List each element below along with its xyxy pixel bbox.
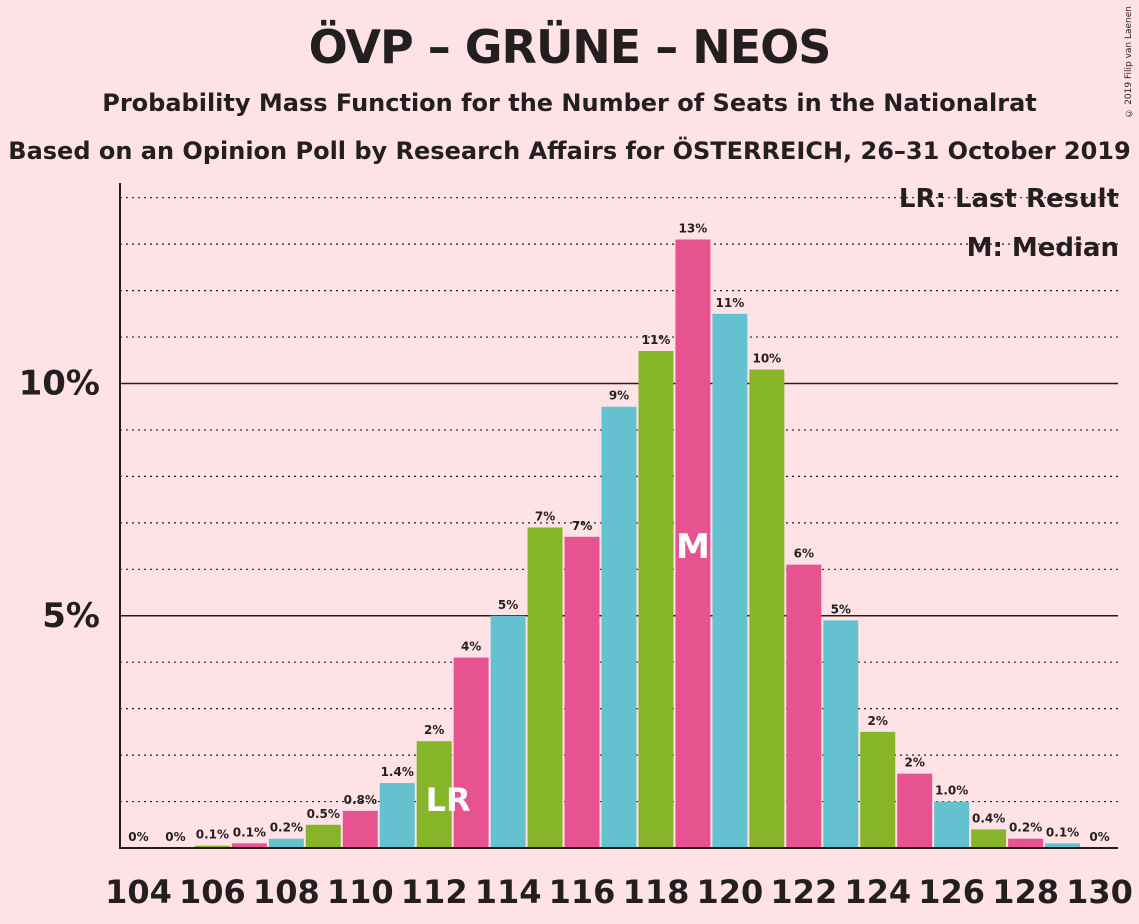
data-label-109: 0.5%	[307, 807, 340, 821]
bar-118	[638, 350, 674, 848]
bar-106	[194, 845, 230, 848]
data-label-122: 6%	[794, 547, 814, 561]
x-tick-label: 106	[179, 873, 246, 911]
data-label-107: 0.1%	[233, 825, 266, 839]
data-label-111: 1.4%	[381, 765, 414, 779]
chart-subtitle: Probability Mass Function for the Number…	[102, 89, 1037, 117]
bar-129	[1045, 843, 1081, 848]
data-label-128: 0.2%	[1009, 821, 1042, 835]
data-label-127: 0.4%	[972, 811, 1005, 825]
bar-110	[342, 810, 378, 848]
median-marker: M	[676, 527, 710, 567]
last-result-marker: LR	[426, 781, 471, 819]
data-label-104: 0%	[128, 830, 148, 844]
bar-115	[527, 527, 563, 848]
x-tick-label: 130	[1066, 873, 1133, 911]
bar-117	[601, 406, 637, 848]
data-label-124: 2%	[868, 714, 888, 728]
x-tick-label: 120	[696, 873, 763, 911]
x-tick-label: 110	[327, 873, 394, 911]
x-tick-label: 122	[770, 873, 837, 911]
bar-120	[712, 313, 748, 848]
data-label-110: 0.8%	[344, 793, 377, 807]
legend-last-result: LR: Last Result	[898, 184, 1119, 214]
data-label-118: 11%	[642, 333, 671, 347]
chart-source-line: Based on an Opinion Poll by Research Aff…	[8, 137, 1131, 165]
data-label-116: 7%	[572, 519, 592, 533]
chart-title: ÖVP – GRÜNE – NEOS	[308, 20, 832, 74]
data-label-121: 10%	[752, 352, 781, 366]
bar-124	[860, 731, 896, 848]
x-tick-label: 108	[253, 873, 320, 911]
y-tick-label: 5%	[42, 596, 100, 636]
data-label-125: 2%	[905, 756, 925, 770]
bar-108	[268, 838, 304, 848]
x-tick-label: 114	[475, 873, 542, 911]
data-label-129: 0.1%	[1046, 825, 1079, 839]
data-label-105: 0%	[165, 830, 185, 844]
data-label-113: 4%	[461, 640, 481, 654]
data-label-106: 0.1%	[196, 828, 229, 842]
data-label-112: 2%	[424, 723, 444, 737]
bar-119	[675, 239, 711, 848]
y-tick-label: 10%	[19, 364, 100, 404]
bar-123	[823, 620, 859, 848]
data-label-130: 0%	[1089, 830, 1109, 844]
data-label-115: 7%	[535, 509, 555, 523]
data-label-114: 5%	[498, 598, 518, 612]
bar-107	[231, 843, 267, 848]
bar-122	[786, 564, 822, 848]
bar-128	[1008, 838, 1044, 848]
bar-121	[749, 369, 785, 848]
x-tick-label: 126	[918, 873, 985, 911]
bar-113	[453, 657, 489, 848]
bar-126	[934, 801, 970, 848]
data-label-108: 0.2%	[270, 821, 303, 835]
x-tick-label: 124	[844, 873, 911, 911]
bar-112	[416, 741, 452, 848]
bar-111	[379, 782, 415, 848]
x-tick-label: 128	[992, 873, 1059, 911]
bar-114	[490, 615, 526, 848]
legend-median: M: Median	[966, 233, 1119, 263]
data-label-117: 9%	[609, 389, 629, 403]
data-label-126: 1.0%	[935, 784, 968, 798]
bar-127	[971, 829, 1007, 848]
data-label-123: 5%	[831, 602, 851, 616]
x-tick-label: 116	[549, 873, 616, 911]
bar-125	[897, 773, 933, 848]
data-label-120: 11%	[716, 296, 745, 310]
bar-116	[564, 536, 600, 848]
x-tick-label: 112	[401, 873, 468, 911]
x-tick-label: 118	[623, 873, 690, 911]
x-tick-label: 104	[105, 873, 172, 911]
data-label-119: 13%	[679, 222, 708, 236]
bar-109	[305, 824, 341, 848]
